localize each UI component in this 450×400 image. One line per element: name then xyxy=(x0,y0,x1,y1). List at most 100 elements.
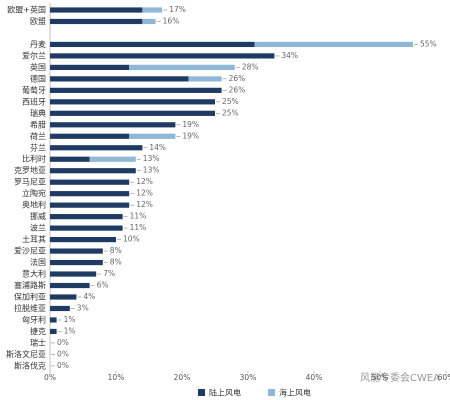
bar xyxy=(50,53,275,59)
value-label: 13% xyxy=(143,166,160,175)
bar xyxy=(188,76,222,82)
value-label: 0% xyxy=(57,361,69,370)
category-label: 法国 xyxy=(30,257,46,267)
bar xyxy=(142,18,156,25)
value-label: 4% xyxy=(83,292,95,301)
category-label: 匈牙利 xyxy=(22,314,46,324)
bar xyxy=(50,168,136,174)
bar xyxy=(254,41,413,48)
value-label: 11% xyxy=(130,223,147,232)
bar xyxy=(50,191,130,197)
category-label: 瑞典 xyxy=(30,108,46,118)
bar xyxy=(50,317,57,323)
category-label: 德国 xyxy=(30,73,46,83)
legend-label: 陆上风电 xyxy=(209,388,241,398)
bar xyxy=(50,133,130,139)
bar xyxy=(50,87,222,93)
x-tick-label: 50% xyxy=(372,373,389,382)
bar xyxy=(50,225,123,231)
category-label: 希腊 xyxy=(30,119,46,129)
value-label: 0% xyxy=(57,338,69,347)
value-label: 26% xyxy=(229,85,246,94)
category-label: 斯洛文尼亚 xyxy=(6,349,46,359)
bar xyxy=(50,237,116,243)
bar xyxy=(50,145,143,151)
category-label: 土耳其 xyxy=(22,234,46,244)
value-label: 19% xyxy=(182,120,199,129)
category-label: 葡萄牙 xyxy=(22,85,46,95)
category-label: 芬兰 xyxy=(30,142,46,152)
category-label: 意大利 xyxy=(22,269,46,279)
category-label: 克罗地亚 xyxy=(14,165,46,175)
value-label: 19% xyxy=(182,131,199,140)
bar xyxy=(50,305,70,312)
value-label: 8% xyxy=(110,258,122,267)
category-label: 西班牙 xyxy=(22,96,46,106)
category-label: 英国 xyxy=(30,62,46,72)
bar xyxy=(50,76,189,82)
value-label: 55% xyxy=(420,39,437,48)
x-tick-label: 40% xyxy=(306,373,323,382)
value-label: 11% xyxy=(130,212,147,221)
category-label: 挪威 xyxy=(30,211,46,221)
x-tick-label: 10% xyxy=(108,373,125,382)
legend-label: 海上风电 xyxy=(279,388,311,398)
bar xyxy=(50,156,90,162)
category-label: 欧盟 xyxy=(30,16,46,26)
value-label: 26% xyxy=(229,74,246,83)
value-label: 7% xyxy=(103,269,115,278)
bar xyxy=(50,122,176,128)
bar xyxy=(50,259,103,266)
value-label: 34% xyxy=(281,51,298,60)
bar xyxy=(50,248,103,254)
bar xyxy=(50,110,215,116)
category-label: 斯洛伐克 xyxy=(14,360,46,370)
bar xyxy=(89,156,136,162)
x-tick-label: 60% xyxy=(438,373,450,382)
value-label: 28% xyxy=(242,62,259,71)
category-label: 比利时 xyxy=(22,154,46,164)
value-label: 13% xyxy=(143,154,160,163)
bar xyxy=(50,202,130,208)
category-label: 拉脱维亚 xyxy=(14,303,46,313)
bar xyxy=(50,328,57,335)
value-label: 12% xyxy=(136,177,153,186)
value-label: 12% xyxy=(136,200,153,209)
value-label: 0% xyxy=(57,349,69,358)
bar xyxy=(50,7,143,13)
value-label: 12% xyxy=(136,189,153,198)
bar xyxy=(50,41,255,48)
category-label: 捷克 xyxy=(30,326,46,336)
category-label: 塞浦路斯 xyxy=(14,280,46,290)
x-tick-label: 20% xyxy=(174,373,191,382)
category-label: 欧盟+英国 xyxy=(7,5,46,15)
bar xyxy=(50,18,143,25)
bar xyxy=(50,282,90,289)
value-label: 1% xyxy=(64,315,76,324)
category-label: 瑞士 xyxy=(30,337,46,347)
category-label: 波兰 xyxy=(30,223,46,233)
bar xyxy=(129,64,235,70)
value-label: 14% xyxy=(149,143,166,152)
value-label: 25% xyxy=(222,97,239,106)
value-label: 8% xyxy=(110,246,122,255)
bar xyxy=(50,179,130,185)
bar xyxy=(50,99,215,105)
category-label: 罗马尼亚 xyxy=(14,178,46,187)
watermark: 风能专委会CWEA xyxy=(360,371,440,384)
bar xyxy=(50,271,97,277)
value-label: 10% xyxy=(123,235,140,244)
x-tick-label: 0% xyxy=(44,373,56,382)
value-label: 25% xyxy=(222,108,239,117)
category-label: 爱沙尼亚 xyxy=(14,247,46,256)
x-tick-label: 30% xyxy=(240,373,257,382)
legend-swatch xyxy=(198,389,205,396)
category-label: 爱尔兰 xyxy=(22,50,46,60)
category-label: 立陶宛 xyxy=(22,188,46,198)
value-label: 6% xyxy=(97,281,109,290)
category-label: 丹麦 xyxy=(30,39,46,49)
bar xyxy=(142,7,163,13)
value-label: 3% xyxy=(77,303,89,312)
